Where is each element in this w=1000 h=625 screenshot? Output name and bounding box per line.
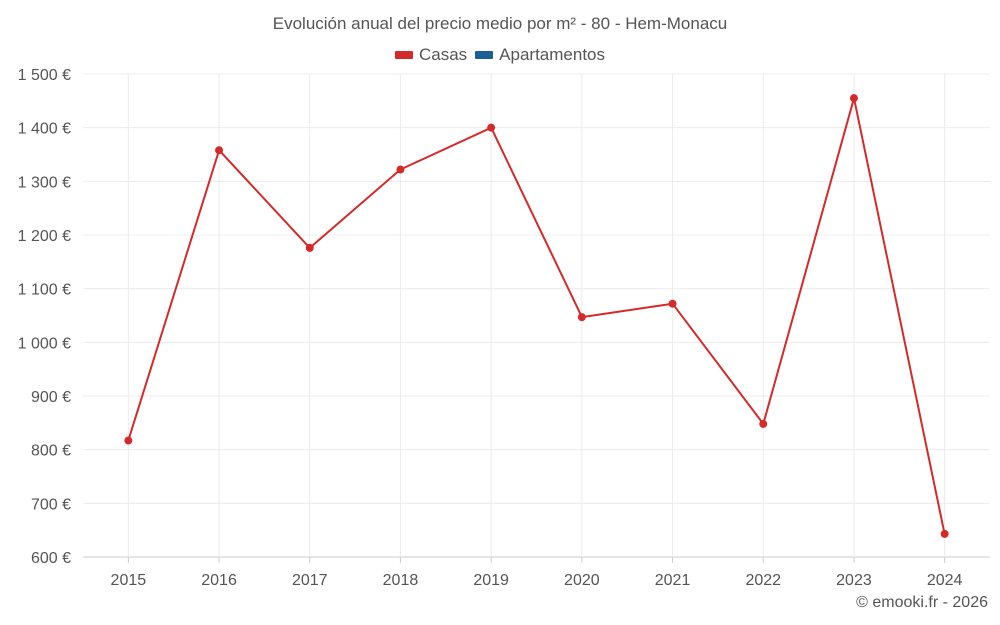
legend-item-casas[interactable]: Casas — [394, 45, 468, 65]
data-point-casas — [305, 243, 314, 252]
x-tick-label: 2017 — [292, 572, 328, 589]
y-tick-label: 700 € — [31, 496, 71, 513]
data-point-casas — [396, 165, 405, 174]
x-tick-label: 2021 — [655, 572, 691, 589]
legend-swatch-apartamentos — [475, 51, 494, 59]
data-point-casas — [577, 313, 586, 322]
chart-title: Evolución anual del precio medio por m² … — [272, 14, 728, 33]
y-tick-label: 1 200 € — [18, 228, 71, 245]
x-tick-label: 2019 — [473, 572, 509, 589]
data-point-casas — [940, 529, 949, 538]
legend-item-apartamentos[interactable]: Apartamentos — [475, 45, 605, 65]
x-tick-label: 2016 — [201, 572, 237, 589]
legend-label-casas: Casas — [418, 45, 468, 64]
series-line-casas — [127, 97, 946, 535]
chart-legend: Casas Apartamentos — [0, 45, 1000, 65]
data-point-casas — [759, 419, 768, 428]
x-tick-label: 2022 — [745, 572, 781, 589]
x-tick-label: 2023 — [836, 572, 872, 589]
y-tick-label: 1 300 € — [18, 174, 71, 191]
legend-label-apartamentos: Apartamentos — [499, 45, 606, 64]
data-point-casas — [124, 436, 133, 445]
x-tick-label: 2018 — [383, 572, 419, 589]
data-point-casas — [668, 299, 677, 308]
y-tick-label: 800 € — [31, 443, 71, 460]
credit-text: © emooki.fr - 2026 — [856, 594, 988, 611]
x-tick-label: 2024 — [927, 572, 963, 589]
x-tick-label: 2015 — [111, 572, 147, 589]
y-tick-label: 1 100 € — [18, 282, 71, 299]
y-tick-label: 900 € — [31, 389, 71, 406]
data-point-casas — [849, 94, 858, 103]
data-point-casas — [215, 146, 224, 155]
y-tick-label: 1 500 € — [18, 67, 71, 84]
y-tick-label: 1 000 € — [18, 335, 71, 352]
legend-swatch-casas — [394, 51, 413, 59]
y-tick-label: 600 € — [31, 550, 71, 567]
y-tick-label: 1 400 € — [18, 121, 71, 138]
data-point-casas — [487, 123, 496, 132]
x-tick-label: 2020 — [564, 572, 600, 589]
